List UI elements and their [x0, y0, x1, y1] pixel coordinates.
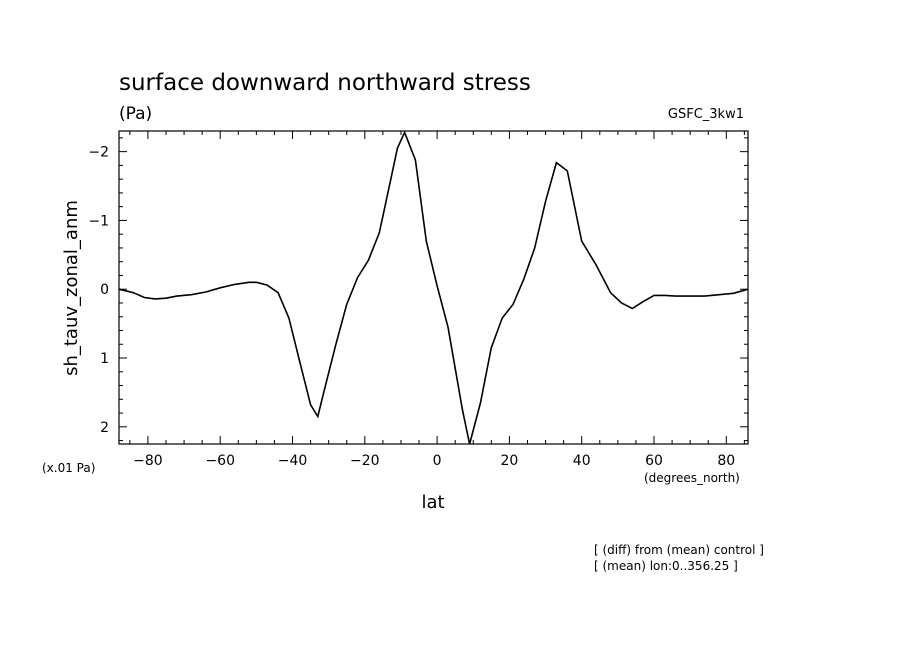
chart-title: surface downward northward stress	[119, 70, 531, 96]
x-tick-label: 20	[500, 453, 518, 469]
y-axis-label: sh_tauv_zonal_anm	[61, 200, 82, 376]
y-axis: −2 −1 0 1 2	[88, 137, 748, 442]
note-diff: [ (diff) from (mean) control ]	[594, 543, 764, 557]
x-tick-label: 80	[717, 453, 735, 469]
x-tick-label: −60	[205, 453, 235, 469]
x-tick-label: −80	[133, 453, 163, 469]
x-tick-label: 0	[433, 453, 442, 469]
y-tick-label: −1	[88, 213, 109, 229]
series-line	[118, 130, 749, 445]
y-tick-label: 1	[100, 351, 109, 367]
model-label: GSFC_3kw1	[668, 107, 744, 122]
note-mean-lon: [ (mean) lon:0..356.25 ]	[594, 559, 738, 573]
y-scale-label: (x.01 Pa)	[42, 461, 95, 475]
y-tick-label: 2	[100, 420, 109, 436]
x-axis: −80 −60 −40 −20 0 20 40 60 80	[129, 131, 745, 469]
y-tick-label: 0	[100, 282, 109, 298]
x-tick-label: 40	[573, 453, 591, 469]
y-tick-label: −2	[88, 145, 109, 161]
units-label: (Pa)	[119, 104, 152, 124]
x-units-label: (degrees_north)	[644, 471, 740, 485]
plot-frame	[118, 130, 749, 445]
x-tick-label: −20	[350, 453, 380, 469]
x-tick-label: 60	[645, 453, 663, 469]
x-tick-label: −40	[278, 453, 308, 469]
x-axis-label: lat	[421, 492, 444, 513]
